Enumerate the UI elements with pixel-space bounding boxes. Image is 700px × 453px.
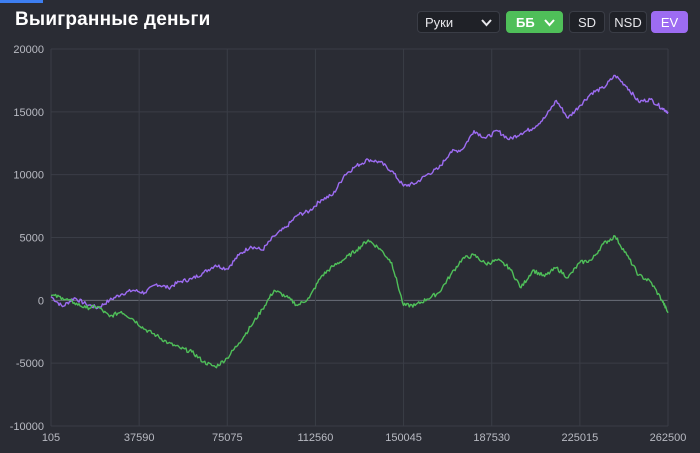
- x-tick-label: 112560: [297, 432, 333, 444]
- rounds-dropdown[interactable]: Руки: [417, 11, 500, 33]
- accent-strip: [0, 0, 43, 3]
- unit-dropdown-label: ББ: [516, 15, 535, 30]
- x-tick-label: 75075: [212, 432, 243, 444]
- rounds-dropdown-label: Руки: [425, 15, 454, 30]
- toolbar: Руки ББ SD NSD EV: [0, 11, 700, 35]
- series-line-purple: [50, 74, 669, 310]
- y-tick-label: 0: [38, 295, 44, 307]
- chevron-down-icon: [481, 19, 492, 27]
- y-tick-label: 15000: [13, 107, 44, 119]
- x-tick-label: 37590: [124, 432, 155, 444]
- page-title: Выигранные деньги: [15, 9, 211, 30]
- nsd-toggle-button[interactable]: NSD: [609, 11, 647, 33]
- y-tick-label: 10000: [13, 170, 44, 182]
- series-line-green: [51, 234, 669, 369]
- sd-toggle-button[interactable]: SD: [569, 11, 605, 33]
- unit-dropdown[interactable]: ББ: [506, 11, 563, 33]
- x-tick-label: 262500: [650, 432, 687, 444]
- y-tick-label: 20000: [13, 44, 44, 56]
- y-tick-label: 5000: [20, 233, 44, 245]
- chevron-down-icon: [544, 19, 555, 27]
- ev-toggle-button[interactable]: EV: [651, 11, 688, 33]
- x-tick-label: 150045: [385, 432, 422, 444]
- x-tick-label: 105: [42, 432, 60, 444]
- x-tick-label: 225015: [561, 432, 598, 444]
- x-tick-label: 187530: [473, 432, 510, 444]
- y-tick-label: -5000: [16, 358, 44, 370]
- y-tick-label: -10000: [10, 421, 44, 433]
